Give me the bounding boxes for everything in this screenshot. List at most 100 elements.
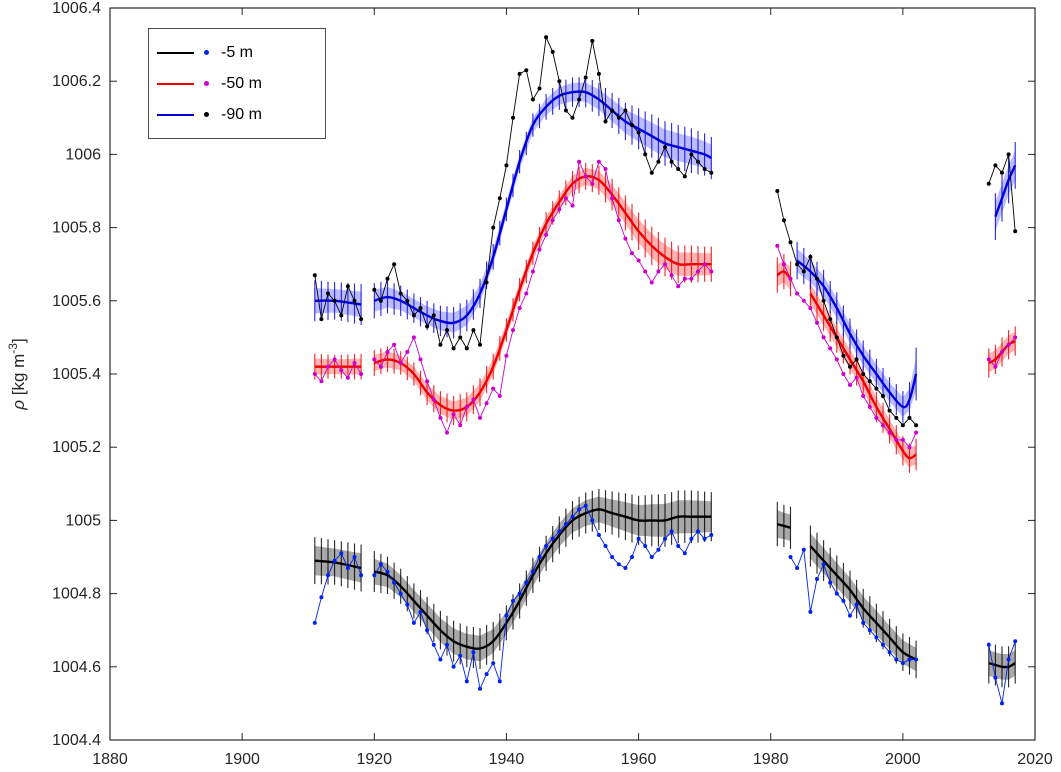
series-depth-5m-raw [312,503,1018,706]
raw-point [557,79,562,84]
raw-line [373,35,712,350]
legend-item-5m: -5 m [157,37,315,68]
y-tick-label: 1006 [65,146,101,163]
raw-point [319,595,324,600]
raw-point [788,555,793,559]
raw-point [881,394,885,398]
raw-point [821,298,826,303]
raw-point [623,108,628,113]
raw-point [577,159,582,164]
raw-point [1013,639,1018,644]
raw-point [359,372,364,376]
raw-point [881,423,885,428]
raw-point [537,86,542,91]
raw-point [471,650,476,655]
raw-point [385,350,390,354]
y-tick-label: 1005 [65,512,101,529]
legend-dot-swatch-5m [204,50,209,55]
raw-point [418,306,423,311]
raw-point [596,71,601,76]
smooth-line [373,90,712,325]
raw-point [312,273,317,278]
raw-point [881,642,885,647]
raw-point [900,423,905,428]
raw-point [530,269,535,274]
raw-point [907,445,912,450]
raw-point [557,529,562,534]
raw-point [781,218,786,223]
raw-point [464,346,469,351]
raw-point [900,437,905,442]
raw-point [986,642,991,647]
y-tick-label: 1004.8 [52,586,101,603]
raw-point [676,167,681,171]
raw-point [464,679,469,684]
raw-point [887,408,892,413]
raw-point [1000,701,1004,706]
raw-point [788,240,793,245]
raw-point [676,284,681,289]
raw-point [478,415,482,420]
raw-point [636,536,641,541]
raw-point [682,174,687,179]
raw-point [517,591,522,596]
raw-point [530,97,535,102]
raw-point [834,357,839,362]
raw-point [438,342,443,347]
raw-point [445,328,449,333]
raw-point [590,38,595,43]
raw-point [458,335,463,340]
raw-point [689,276,694,281]
raw-point [808,254,813,259]
smooth-line [776,270,792,280]
raw-line [373,160,712,434]
raw-point [563,522,568,527]
raw-point [643,544,648,548]
raw-point [815,276,819,281]
raw-point [914,430,919,435]
legend-item-50m: -50 m [157,68,315,99]
raw-point [649,555,654,559]
raw-point [517,306,522,311]
raw-point [603,544,608,548]
uncertainty-band [374,496,712,662]
raw-point [795,262,800,267]
raw-point [828,317,833,322]
uncertainty-band [314,288,362,318]
raw-point [630,251,634,256]
raw-point [848,364,852,369]
raw-point [616,562,621,567]
raw-point [696,529,700,534]
smooth-line [988,661,1016,669]
raw-point [378,298,383,303]
raw-point [603,119,608,124]
raw-point [854,602,859,607]
raw-point [848,613,852,618]
raw-point [372,287,377,292]
raw-point [405,602,410,607]
raw-point [986,181,991,186]
series-depth-90m-smooth [314,77,1017,423]
raw-point [867,379,872,384]
raw-point [352,298,357,303]
raw-point [484,401,489,406]
legend-dot-swatch-50m [204,81,209,86]
raw-point [854,375,859,380]
raw-point [795,291,800,296]
raw-point [709,533,714,537]
raw-point [649,280,654,285]
raw-point [451,664,456,669]
raw-point [339,551,344,556]
raw-point [801,269,806,274]
raw-point [451,412,456,417]
raw-point [1006,657,1011,662]
raw-line [776,190,917,426]
raw-point [445,642,449,647]
raw-point [557,207,562,212]
series-depth-90m-raw [312,35,1018,428]
raw-point [907,657,912,662]
raw-line [373,505,712,691]
raw-point [993,364,998,369]
raw-point [398,361,403,365]
raw-point [570,203,575,208]
